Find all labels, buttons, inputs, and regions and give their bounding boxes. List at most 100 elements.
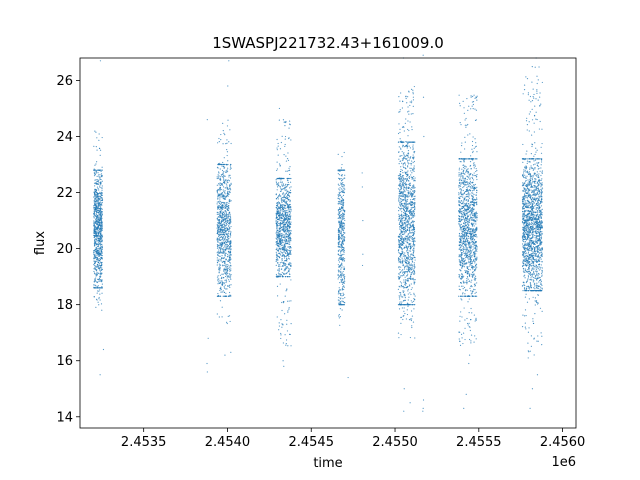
- data-point: [282, 254, 284, 256]
- data-point: [337, 293, 339, 295]
- data-point: [229, 275, 232, 277]
- data-point: [287, 219, 289, 222]
- data-point: [284, 269, 286, 271]
- data-point: [226, 275, 229, 277]
- data-point: [97, 301, 99, 303]
- data-point: [404, 162, 406, 164]
- data-point: [405, 207, 407, 210]
- data-point: [93, 244, 96, 246]
- data-point: [94, 199, 96, 201]
- data-point: [343, 288, 345, 291]
- data-point: [284, 229, 286, 232]
- data-point: [339, 226, 341, 228]
- data-point: [97, 263, 99, 266]
- data-point: [101, 264, 103, 266]
- data-point: [285, 192, 288, 195]
- data-point: [399, 301, 401, 303]
- data-point: [411, 325, 413, 327]
- data-point: [412, 158, 415, 160]
- data-point: [286, 276, 288, 278]
- data-point: [224, 163, 226, 166]
- data-point: [411, 126, 413, 128]
- data-point: [219, 162, 221, 164]
- data-point: [221, 306, 223, 308]
- data-point: [225, 220, 227, 223]
- data-point: [413, 184, 415, 186]
- data-point: [229, 286, 231, 289]
- data-point: [406, 179, 408, 181]
- data-point: [223, 241, 225, 243]
- data-point: [470, 342, 472, 344]
- data-point: [340, 258, 342, 260]
- data-point: [468, 237, 470, 239]
- data-point: [230, 295, 232, 297]
- data-point: [93, 230, 96, 232]
- data-point: [97, 188, 99, 190]
- data-point: [229, 213, 231, 215]
- data-point: [398, 193, 401, 195]
- data-point: [404, 281, 407, 283]
- data-point: [397, 175, 400, 177]
- data-point: [99, 216, 102, 218]
- data-point: [471, 190, 473, 192]
- data-point: [282, 199, 284, 201]
- data-point: [100, 257, 102, 259]
- data-point: [405, 201, 407, 203]
- data-point: [279, 230, 281, 232]
- data-point: [411, 301, 413, 303]
- data-point: [342, 205, 345, 207]
- data-point: [95, 183, 97, 185]
- data-point: [399, 182, 401, 184]
- data-point: [342, 260, 344, 262]
- data-point: [338, 236, 340, 238]
- data-point: [413, 192, 415, 194]
- data-point: [287, 181, 289, 184]
- data-point: [399, 202, 401, 204]
- data-point: [230, 268, 232, 270]
- data-point: [343, 213, 345, 215]
- data-point: [229, 216, 232, 218]
- data-point: [96, 219, 98, 222]
- data-point: [408, 268, 411, 271]
- data-point: [286, 330, 289, 332]
- data-point: [404, 212, 406, 214]
- data-point: [399, 302, 401, 304]
- data-point: [404, 297, 406, 299]
- data-point: [282, 212, 284, 214]
- data-point: [220, 245, 222, 247]
- data-point: [276, 231, 278, 233]
- data-point: [279, 273, 282, 275]
- data-point: [287, 254, 289, 256]
- data-point: [411, 225, 413, 227]
- data-point: [220, 202, 222, 204]
- data-point: [97, 252, 100, 254]
- data-point: [466, 193, 468, 195]
- data-point: [288, 227, 290, 229]
- data-point: [412, 105, 414, 107]
- data-point: [408, 277, 410, 279]
- data-point: [341, 163, 343, 166]
- data-point: [282, 261, 284, 263]
- data-point: [339, 281, 341, 284]
- data-point: [230, 240, 232, 242]
- data-point: [223, 214, 225, 216]
- data-point: [343, 301, 345, 304]
- data-point: [218, 271, 220, 273]
- data-point: [290, 177, 292, 180]
- data-point: [404, 182, 407, 184]
- data-point: [95, 277, 97, 279]
- data-point: [279, 227, 281, 229]
- data-point: [99, 263, 101, 265]
- data-point: [460, 178, 462, 180]
- data-point: [405, 202, 407, 204]
- data-point: [398, 151, 400, 153]
- data-point: [280, 206, 282, 208]
- data-point: [288, 258, 290, 260]
- data-point: [401, 257, 403, 259]
- data-point: [404, 273, 406, 275]
- data-point: [286, 185, 289, 187]
- data-point: [224, 215, 226, 217]
- data-point: [221, 191, 224, 194]
- data-point: [98, 189, 100, 191]
- data-point: [94, 254, 96, 256]
